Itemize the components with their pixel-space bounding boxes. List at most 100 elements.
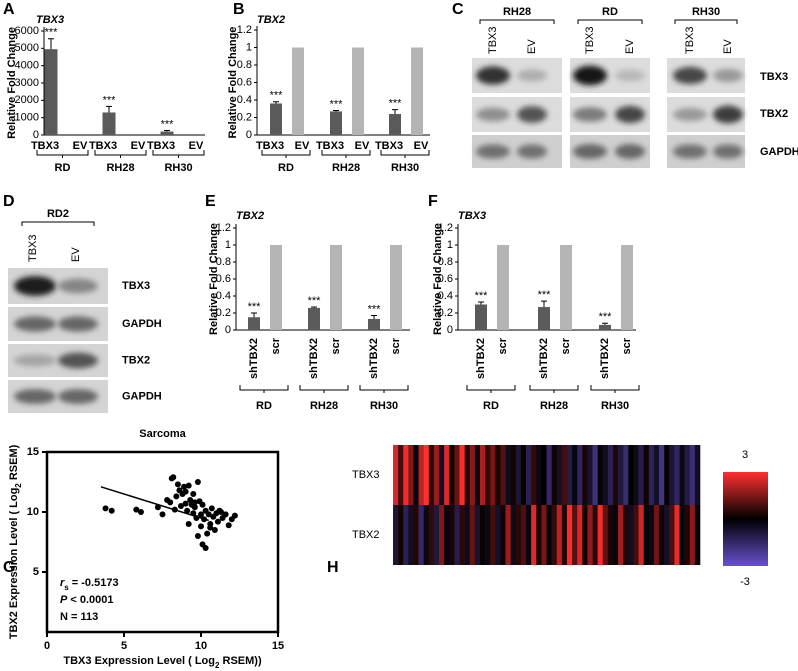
group-label: RD xyxy=(278,162,294,174)
point xyxy=(225,522,232,529)
significance: *** xyxy=(103,94,117,106)
heatmap-cell xyxy=(526,445,532,505)
series-label: TBX3 xyxy=(31,140,59,152)
series-label: TBX3 xyxy=(147,140,175,152)
heatmap-cell xyxy=(694,445,701,505)
y-axis-label: Relative Fold Change xyxy=(208,223,220,335)
point xyxy=(185,482,192,489)
heatmap-cell xyxy=(428,445,435,505)
heatmap-cell xyxy=(556,445,563,505)
heatmap-cell xyxy=(439,505,445,565)
y-tick-label: 4000 xyxy=(15,60,39,72)
heatmap-cell xyxy=(505,505,511,565)
heatmap-cell xyxy=(597,445,604,505)
heatmap-cell xyxy=(490,505,496,565)
row-label: TBX3 xyxy=(760,71,788,83)
heatmap-cell xyxy=(689,505,696,565)
significance: *** xyxy=(475,290,489,302)
heatmap-cell xyxy=(623,445,629,505)
error-bar xyxy=(478,301,484,305)
series-label: EV xyxy=(189,140,204,152)
row-label: TBX3 xyxy=(352,469,380,481)
y-tick-label: 0.4 xyxy=(438,290,453,302)
blot-band xyxy=(713,105,743,124)
y-tick-label: 10 xyxy=(27,506,39,518)
lane-label: EV xyxy=(722,39,734,54)
heatmap-cell xyxy=(628,505,634,565)
point xyxy=(194,479,201,485)
series-label: TBX3 xyxy=(256,140,284,152)
x-axis-label-part: RSEM)) xyxy=(219,655,262,667)
heatmap-cell xyxy=(459,505,465,565)
y-tick-label: 0.2 xyxy=(438,307,453,319)
y-tick-label: 6000 xyxy=(15,25,39,37)
heatmap-cell xyxy=(520,505,527,565)
heatmap-cell xyxy=(541,445,547,505)
point xyxy=(154,504,161,511)
blot-band xyxy=(517,106,547,123)
heatmap-cell xyxy=(561,505,568,565)
heatmap-cell xyxy=(679,445,685,505)
heatmap-cell xyxy=(500,445,506,505)
blot-band xyxy=(673,66,707,85)
blot-band xyxy=(476,144,510,159)
group-bracket xyxy=(321,150,371,158)
blot-band xyxy=(58,352,98,369)
y-tick-label: 3000 xyxy=(15,77,39,89)
row-label: TBX2 xyxy=(352,529,380,541)
y-axis-label-part: 2 xyxy=(14,483,23,488)
x-axis-label-part: 2 xyxy=(215,661,220,670)
y-tick-label: 0.6 xyxy=(438,273,453,285)
blot-band xyxy=(517,69,547,82)
row-label: GAPDH xyxy=(122,318,162,330)
y-tick-label: 0.8 xyxy=(237,59,252,71)
x-tick-label: 10 xyxy=(195,640,207,652)
point xyxy=(194,533,201,539)
heatmap-cell xyxy=(623,505,629,565)
heatmap-cell xyxy=(398,505,404,565)
heatmap-cell xyxy=(515,505,522,565)
series-label: shTBX2 xyxy=(538,338,550,379)
panel-letter: H xyxy=(327,559,339,576)
lane-label: EV xyxy=(70,247,82,262)
bar xyxy=(389,114,401,135)
lane-label: TBX3 xyxy=(487,26,499,54)
heatmap-cell xyxy=(638,445,645,505)
y-tick-label: 1.2 xyxy=(216,222,231,234)
error-bar xyxy=(371,315,377,319)
heatmap-cell xyxy=(423,505,430,565)
heatmap-cell xyxy=(459,445,465,505)
group-label: RD2 xyxy=(47,208,69,220)
statistic-part: r xyxy=(60,577,65,589)
heatmap-cell xyxy=(556,505,563,565)
bar xyxy=(248,317,260,330)
significance: *** xyxy=(248,301,262,313)
statistic: P < 0.0001 xyxy=(60,594,114,606)
y-tick-label: 0.8 xyxy=(216,256,231,268)
heatmap-cell xyxy=(669,505,675,565)
error-bar xyxy=(602,322,608,325)
row-label: TBX3 xyxy=(122,280,150,292)
heatmap-cell xyxy=(531,505,537,565)
heatmap-cell xyxy=(659,505,665,565)
error-bar xyxy=(251,312,257,318)
y-tick-label: 1.2 xyxy=(237,24,252,36)
point xyxy=(211,527,218,533)
bar xyxy=(621,245,633,330)
heatmap-cell xyxy=(536,445,542,505)
lane-label: EV xyxy=(526,39,538,54)
point xyxy=(182,500,189,507)
panel-letter: E xyxy=(205,193,216,210)
heatmap-cell xyxy=(572,505,578,565)
bar xyxy=(390,245,402,330)
significance: *** xyxy=(389,98,403,110)
heatmap-cell xyxy=(613,445,619,505)
heatmap-cell xyxy=(495,505,501,565)
heatmap-cell xyxy=(536,505,542,565)
point xyxy=(174,481,181,488)
chart-title: TBX2 xyxy=(236,210,264,222)
y-tick-label: 0.2 xyxy=(216,307,231,319)
panel-letter: B xyxy=(233,1,245,18)
group-bracket xyxy=(577,19,643,24)
heatmap-cell xyxy=(464,505,471,565)
